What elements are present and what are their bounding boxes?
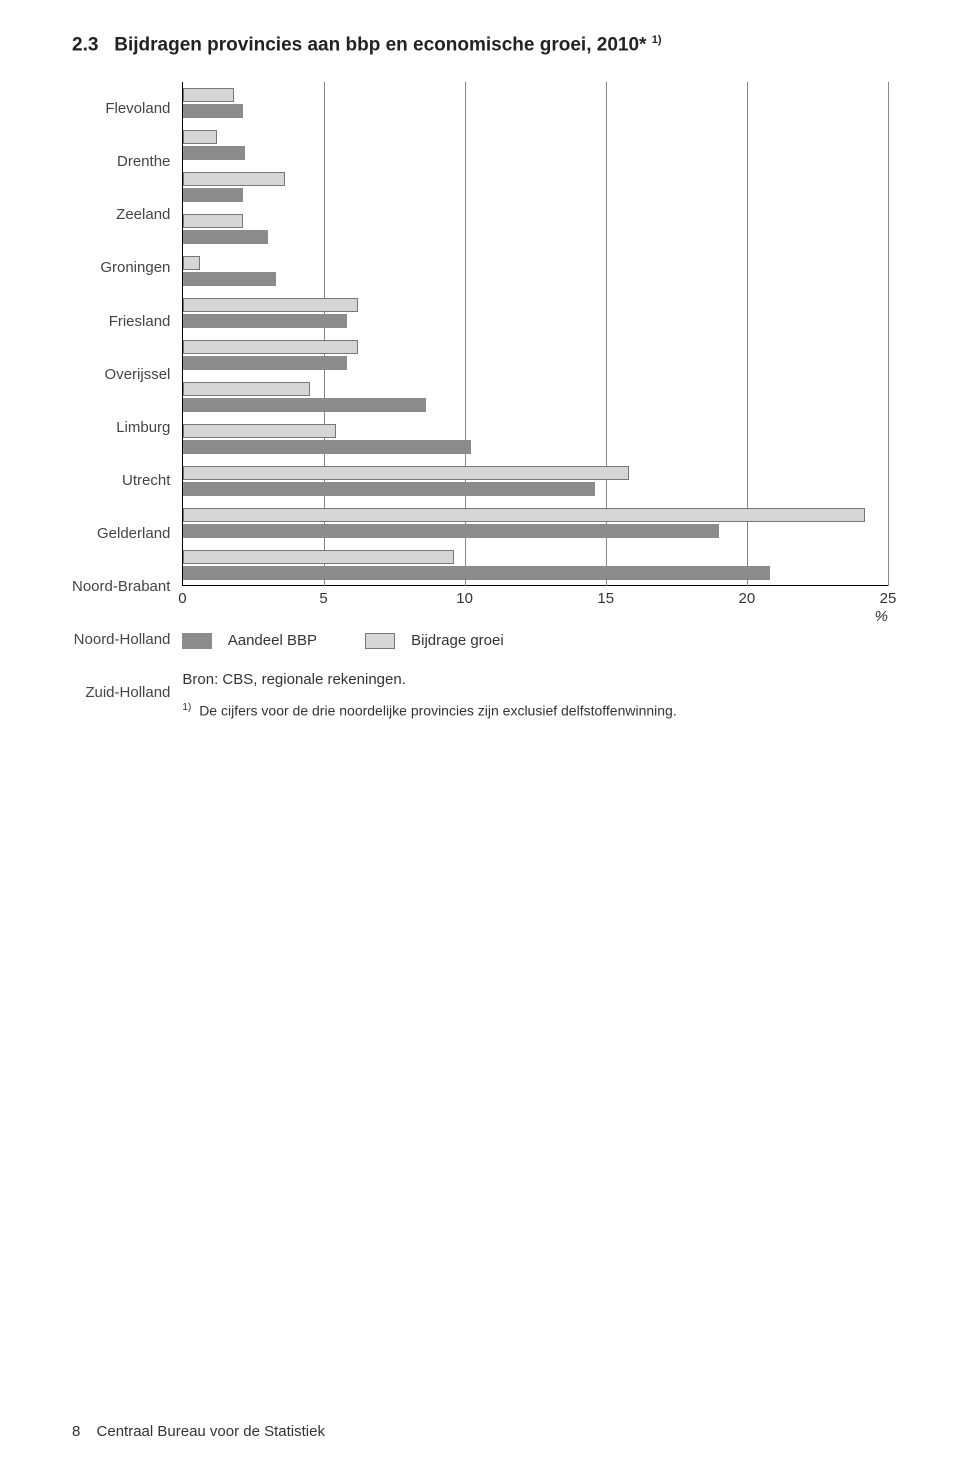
bar-aandeel-bbp bbox=[183, 440, 470, 454]
chart-title-prefix: 2.3 bbox=[72, 34, 98, 55]
y-tick-label: Zeeland bbox=[72, 194, 170, 236]
gridline bbox=[888, 82, 889, 586]
bar-bijdrage-groei bbox=[183, 172, 284, 186]
bar-aandeel-bbp bbox=[183, 356, 346, 370]
chart: Flevoland Drenthe Zeeland Groningen Frieslan… bbox=[72, 82, 888, 719]
bar-aandeel-bbp bbox=[183, 146, 245, 160]
bar-aandeel-bbp bbox=[183, 566, 769, 580]
bar-bijdrage-groei bbox=[183, 550, 454, 564]
y-axis-labels: Flevoland Drenthe Zeeland Groningen Frieslan… bbox=[72, 82, 182, 719]
bar-aandeel-bbp bbox=[183, 104, 242, 118]
bar-bijdrage-groei bbox=[183, 214, 242, 228]
y-tick-label: Friesland bbox=[72, 300, 170, 342]
bar-bijdrage-groei bbox=[183, 424, 335, 438]
source-line: Bron: CBS, regionale rekeningen. bbox=[182, 671, 888, 688]
chart-title: 2.3 Bijdragen provincies aan bbp en econ… bbox=[72, 34, 888, 56]
category-group bbox=[183, 292, 888, 334]
y-tick-label: Noord-Brabant bbox=[72, 565, 170, 607]
legend-item: Bijdrage groei bbox=[365, 632, 504, 649]
legend-label: Aandeel BBP bbox=[228, 632, 317, 649]
chart-title-sup: 1) bbox=[652, 34, 662, 46]
footnote-super: 1) bbox=[182, 702, 191, 713]
category-group bbox=[183, 82, 888, 124]
bar-aandeel-bbp bbox=[183, 230, 268, 244]
bar-aandeel-bbp bbox=[183, 524, 719, 538]
legend: Aandeel BBP Bijdrage groei bbox=[182, 632, 888, 649]
footnote-text: De cijfers voor de drie noordelijke prov… bbox=[199, 703, 677, 719]
chart-title-main: Bijdragen provincies aan bbp en economis… bbox=[114, 34, 646, 55]
x-axis-unit: % bbox=[875, 608, 888, 625]
category-group bbox=[183, 418, 888, 460]
x-axis: % 0510152025 bbox=[182, 586, 888, 614]
bar-bijdrage-groei bbox=[183, 508, 865, 522]
bar-bijdrage-groei bbox=[183, 466, 628, 480]
x-tick: 20 bbox=[739, 590, 756, 607]
legend-label: Bijdrage groei bbox=[411, 632, 504, 649]
bar-bijdrage-groei bbox=[183, 298, 358, 312]
x-tick: 25 bbox=[880, 590, 897, 607]
y-tick-label: Overijssel bbox=[72, 353, 170, 395]
legend-swatch-light bbox=[365, 633, 395, 649]
plot-area bbox=[182, 82, 888, 586]
y-tick-label: Limburg bbox=[72, 406, 170, 448]
y-tick-label: Drenthe bbox=[72, 141, 170, 183]
footnote: 1) De cijfers voor de drie noordelijke p… bbox=[182, 702, 888, 719]
bar-aandeel-bbp bbox=[183, 482, 594, 496]
y-tick-label: Noord-Holland bbox=[72, 618, 170, 660]
category-group bbox=[183, 376, 888, 418]
legend-swatch-dark bbox=[182, 633, 212, 649]
category-group bbox=[183, 208, 888, 250]
x-tick: 10 bbox=[456, 590, 473, 607]
bar-aandeel-bbp bbox=[183, 398, 425, 412]
y-tick-label: Zuid-Holland bbox=[72, 671, 170, 713]
x-tick: 15 bbox=[597, 590, 614, 607]
category-group bbox=[183, 502, 888, 544]
publisher: Centraal Bureau voor de Statistiek bbox=[97, 1423, 325, 1440]
bar-bijdrage-groei bbox=[183, 256, 200, 270]
y-tick-label: Gelderland bbox=[72, 512, 170, 554]
bar-aandeel-bbp bbox=[183, 314, 346, 328]
bar-bijdrage-groei bbox=[183, 130, 217, 144]
category-group bbox=[183, 544, 888, 586]
bar-bijdrage-groei bbox=[183, 340, 358, 354]
page-number: 8 bbox=[72, 1423, 80, 1440]
category-group bbox=[183, 124, 888, 166]
bar-bijdrage-groei bbox=[183, 88, 234, 102]
y-tick-label: Utrecht bbox=[72, 459, 170, 501]
bar-aandeel-bbp bbox=[183, 188, 242, 202]
category-group bbox=[183, 460, 888, 502]
y-tick-label: Groningen bbox=[72, 247, 170, 289]
bar-bijdrage-groei bbox=[183, 382, 310, 396]
y-tick-label: Flevoland bbox=[72, 88, 170, 130]
x-tick: 5 bbox=[319, 590, 327, 607]
bar-aandeel-bbp bbox=[183, 272, 276, 286]
page-footer: 8 Centraal Bureau voor de Statistiek bbox=[72, 1423, 325, 1440]
category-group bbox=[183, 166, 888, 208]
category-group bbox=[183, 250, 888, 292]
category-group bbox=[183, 334, 888, 376]
x-tick: 0 bbox=[178, 590, 186, 607]
legend-item: Aandeel BBP bbox=[182, 632, 317, 649]
